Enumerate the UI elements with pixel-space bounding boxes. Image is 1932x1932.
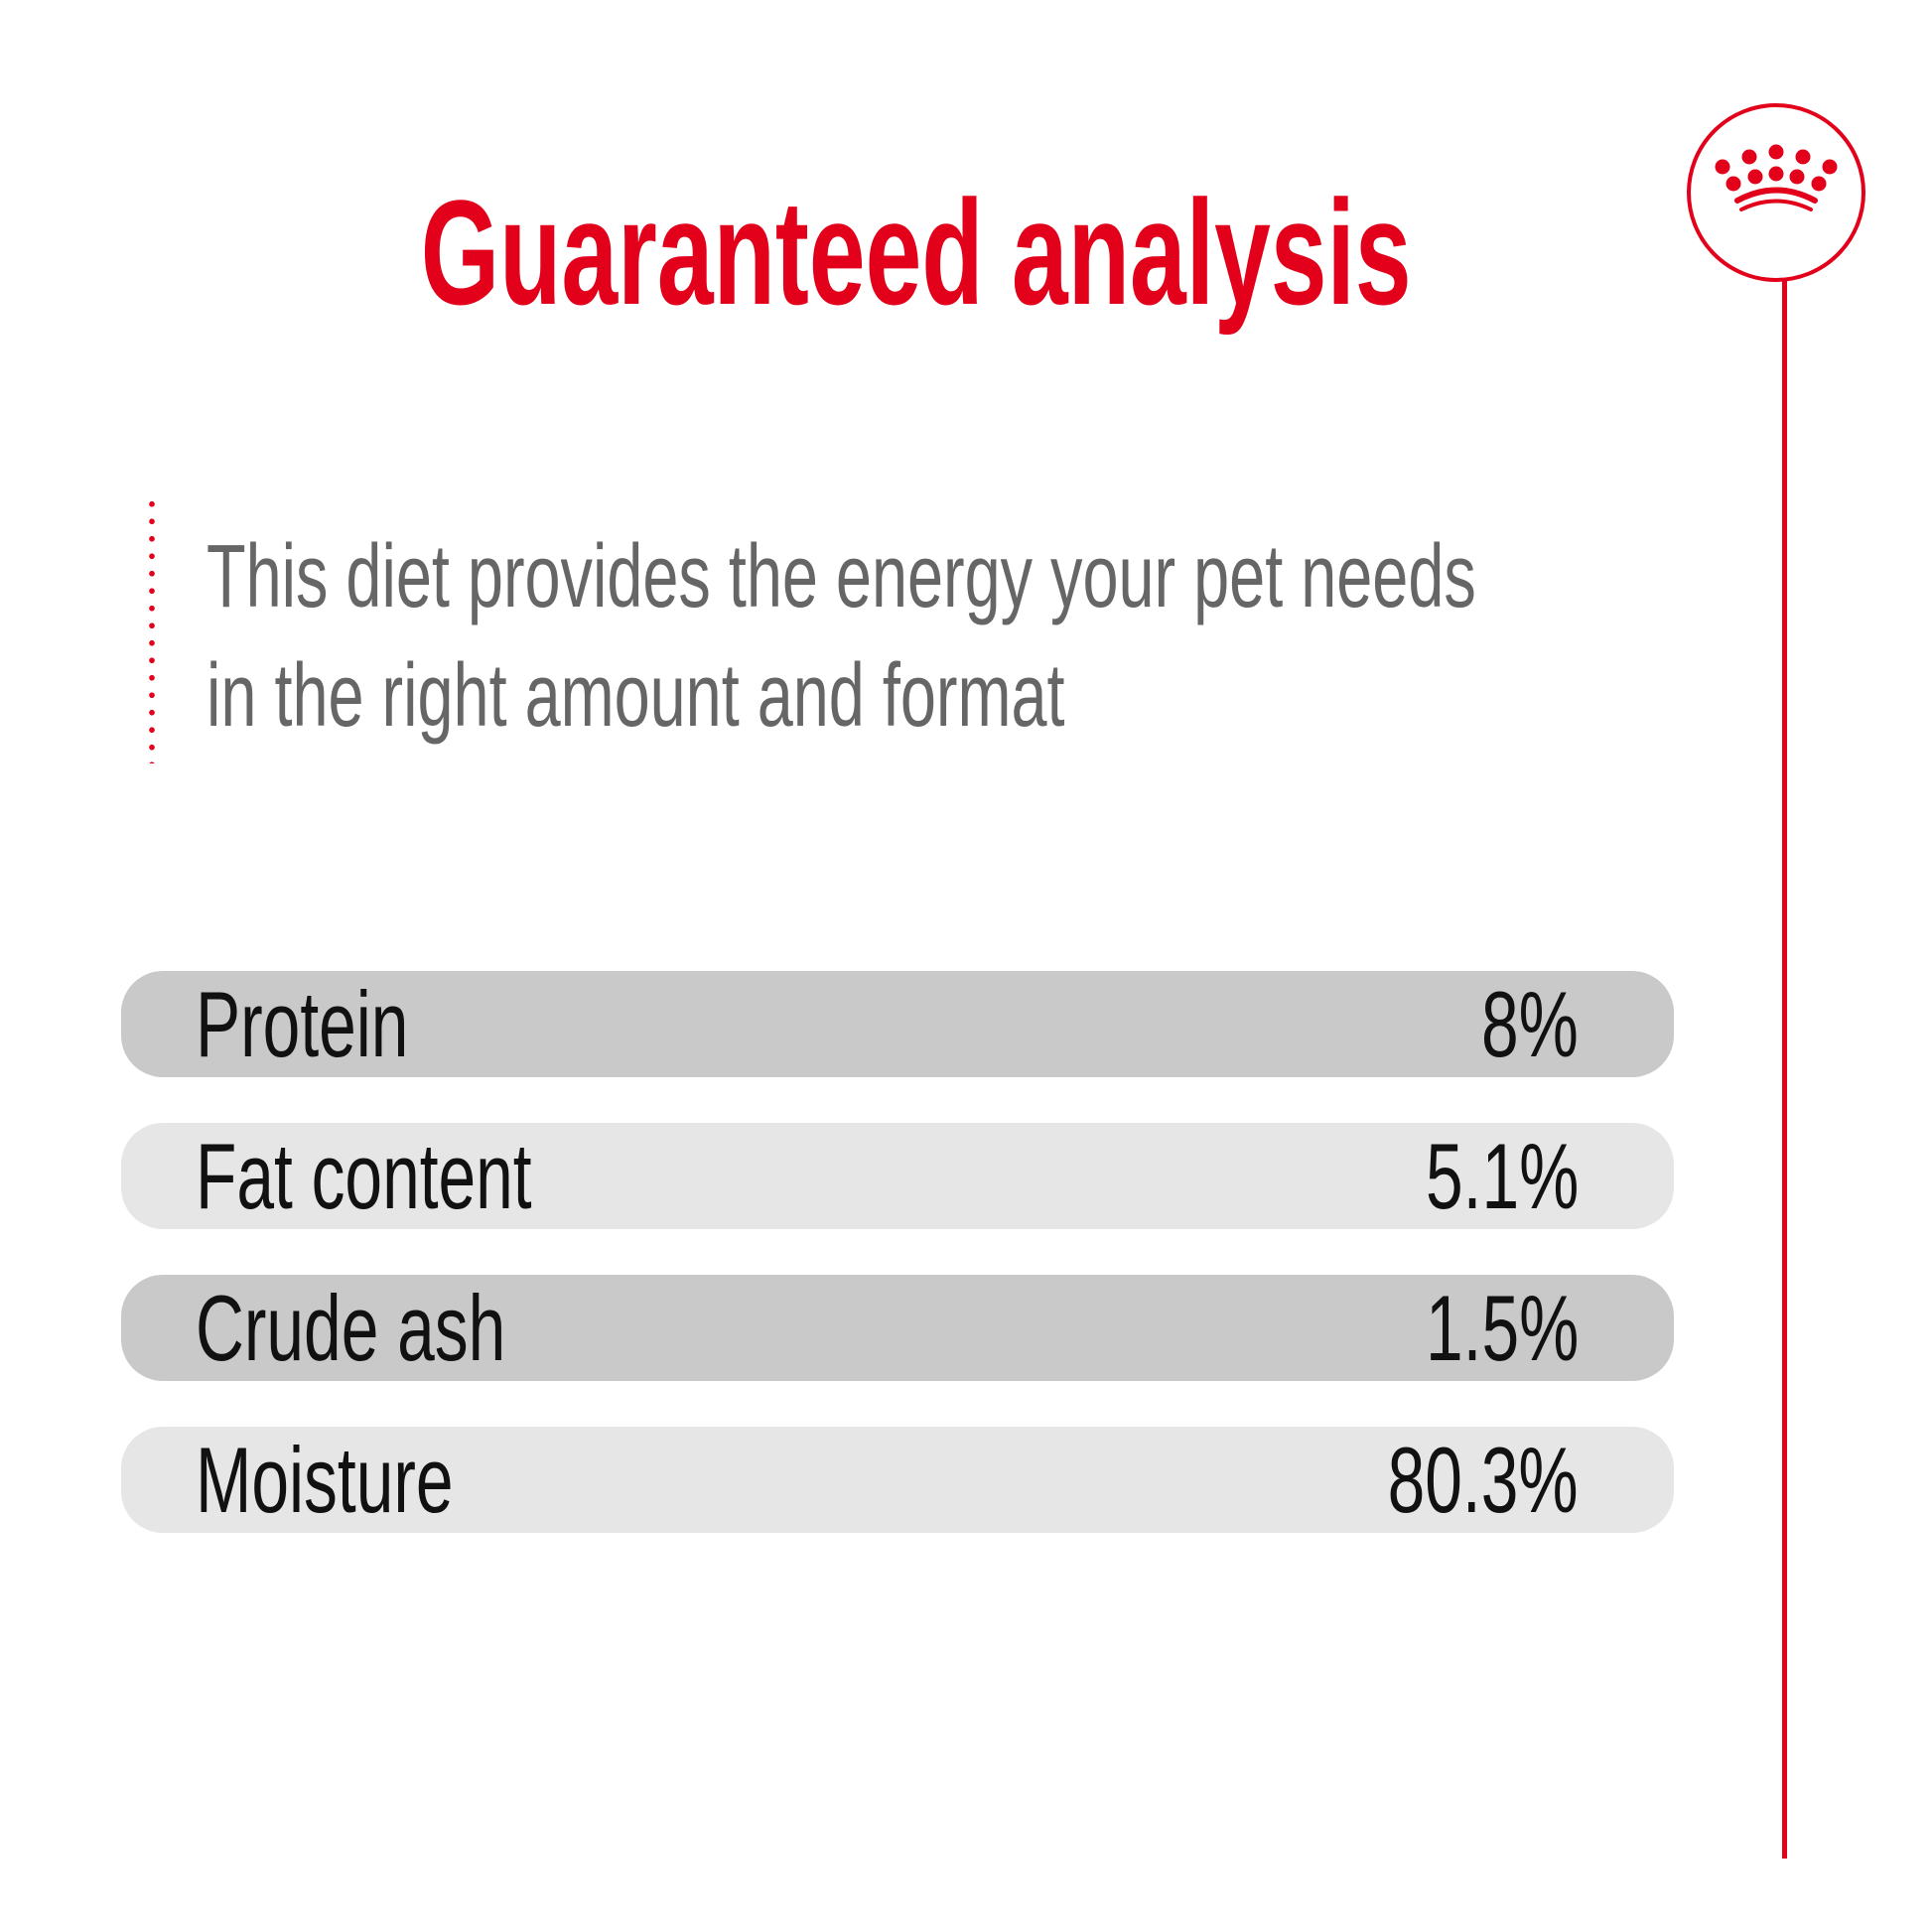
analysis-value: 5.1% bbox=[1425, 1124, 1579, 1228]
analysis-row-protein: Protein 8% bbox=[121, 971, 1674, 1077]
analysis-label: Crude ash bbox=[196, 1276, 506, 1380]
analysis-label: Moisture bbox=[196, 1428, 454, 1532]
analysis-row-moisture: Moisture 80.3% bbox=[121, 1427, 1674, 1533]
analysis-value: 80.3% bbox=[1388, 1428, 1579, 1532]
analysis-label: Fat content bbox=[196, 1124, 532, 1228]
crown-icon bbox=[1687, 103, 1865, 282]
description-line: in the right amount and format bbox=[207, 646, 1065, 746]
analysis-label: Protein bbox=[196, 972, 409, 1076]
analysis-value: 1.5% bbox=[1425, 1276, 1579, 1380]
analysis-row-ash: Crude ash 1.5% bbox=[121, 1275, 1674, 1381]
analysis-row-fat: Fat content 5.1% bbox=[121, 1123, 1674, 1229]
timeline-line bbox=[1782, 280, 1787, 1859]
analysis-value: 8% bbox=[1481, 972, 1579, 1076]
page-title: Guaranteed analysis bbox=[421, 169, 1412, 336]
dotted-divider bbox=[149, 495, 155, 763]
description-line: This diet provides the energy your pet n… bbox=[207, 527, 1476, 626]
